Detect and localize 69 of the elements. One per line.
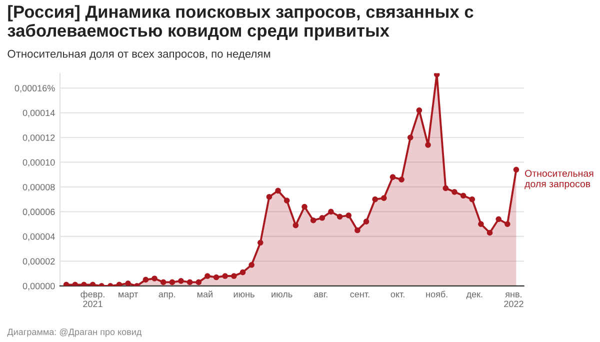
point (452, 189, 458, 195)
point (478, 221, 484, 227)
point (496, 216, 502, 222)
x-tick-label: сент. (350, 292, 370, 298)
point (504, 221, 510, 227)
point (240, 269, 246, 276)
text: Диаграмма: @Драган про ковид (7, 328, 142, 337)
point (169, 279, 176, 286)
point (142, 276, 149, 283)
point (266, 194, 272, 200)
point (513, 166, 520, 173)
point (284, 198, 290, 204)
point (460, 192, 466, 199)
point (204, 273, 210, 279)
x-tick-label: февр. 2021 (80, 290, 104, 308)
point (390, 174, 396, 180)
x-tick-label: дек. (466, 292, 482, 300)
point (363, 218, 370, 225)
point (152, 276, 158, 282)
y-tick-label: 0,00002 (22, 258, 55, 266)
point (336, 214, 343, 220)
point (442, 185, 449, 192)
point (407, 134, 414, 140)
chart-subtitle: Относительная доля от всех запросов, по неделям (8, 50, 270, 60)
x-tick-label: март (118, 292, 138, 300)
point (416, 107, 422, 114)
point (302, 204, 308, 210)
point (213, 274, 220, 280)
point (178, 278, 184, 284)
point (469, 196, 476, 202)
y-tick-label: 0,00006 (22, 208, 55, 216)
x-tick-label: май (197, 290, 212, 298)
x-tick-label: окт. (390, 292, 404, 298)
y-tick-label: 0,00016% (14, 84, 55, 92)
y-tick-label: 0,00010 (22, 159, 55, 167)
x-tick-label: авг. (314, 292, 328, 298)
point (257, 240, 264, 246)
point (346, 212, 352, 218)
point (222, 273, 228, 279)
point (310, 217, 316, 224)
y-tick-label: 0,00012 (22, 134, 55, 142)
point (354, 227, 360, 234)
y-tick-label: 0,00008 (22, 184, 55, 192)
x-tick-label: янв. 2022 (504, 292, 524, 308)
x-tick-label: июнь (234, 292, 254, 298)
point (372, 196, 378, 202)
chart-title: [Россия] Динамика поисковых запросов, связанных с заболеваемостью ковидом среди привитых (8, 5, 474, 40)
point (248, 262, 254, 268)
point (196, 279, 202, 286)
point (186, 279, 193, 286)
point (319, 214, 326, 221)
point (160, 279, 166, 286)
point (231, 273, 237, 279)
x-tick-label: нояб. (426, 290, 448, 298)
point (328, 208, 334, 215)
point (292, 222, 299, 228)
point (275, 188, 281, 194)
y-tick-label: 0,00004 (22, 233, 55, 241)
point (380, 195, 387, 202)
point (125, 280, 131, 286)
point (81, 282, 87, 286)
y-tick-label: 0,00014 (22, 110, 55, 118)
point (398, 176, 404, 182)
x-tick-label: июль (272, 292, 292, 298)
y-tick-label: 0,00000 (22, 282, 55, 290)
series-label: Относительная доля запросов (524, 170, 594, 190)
point (486, 230, 493, 236)
point (425, 142, 431, 148)
x-tick-label: апр. (158, 292, 176, 300)
